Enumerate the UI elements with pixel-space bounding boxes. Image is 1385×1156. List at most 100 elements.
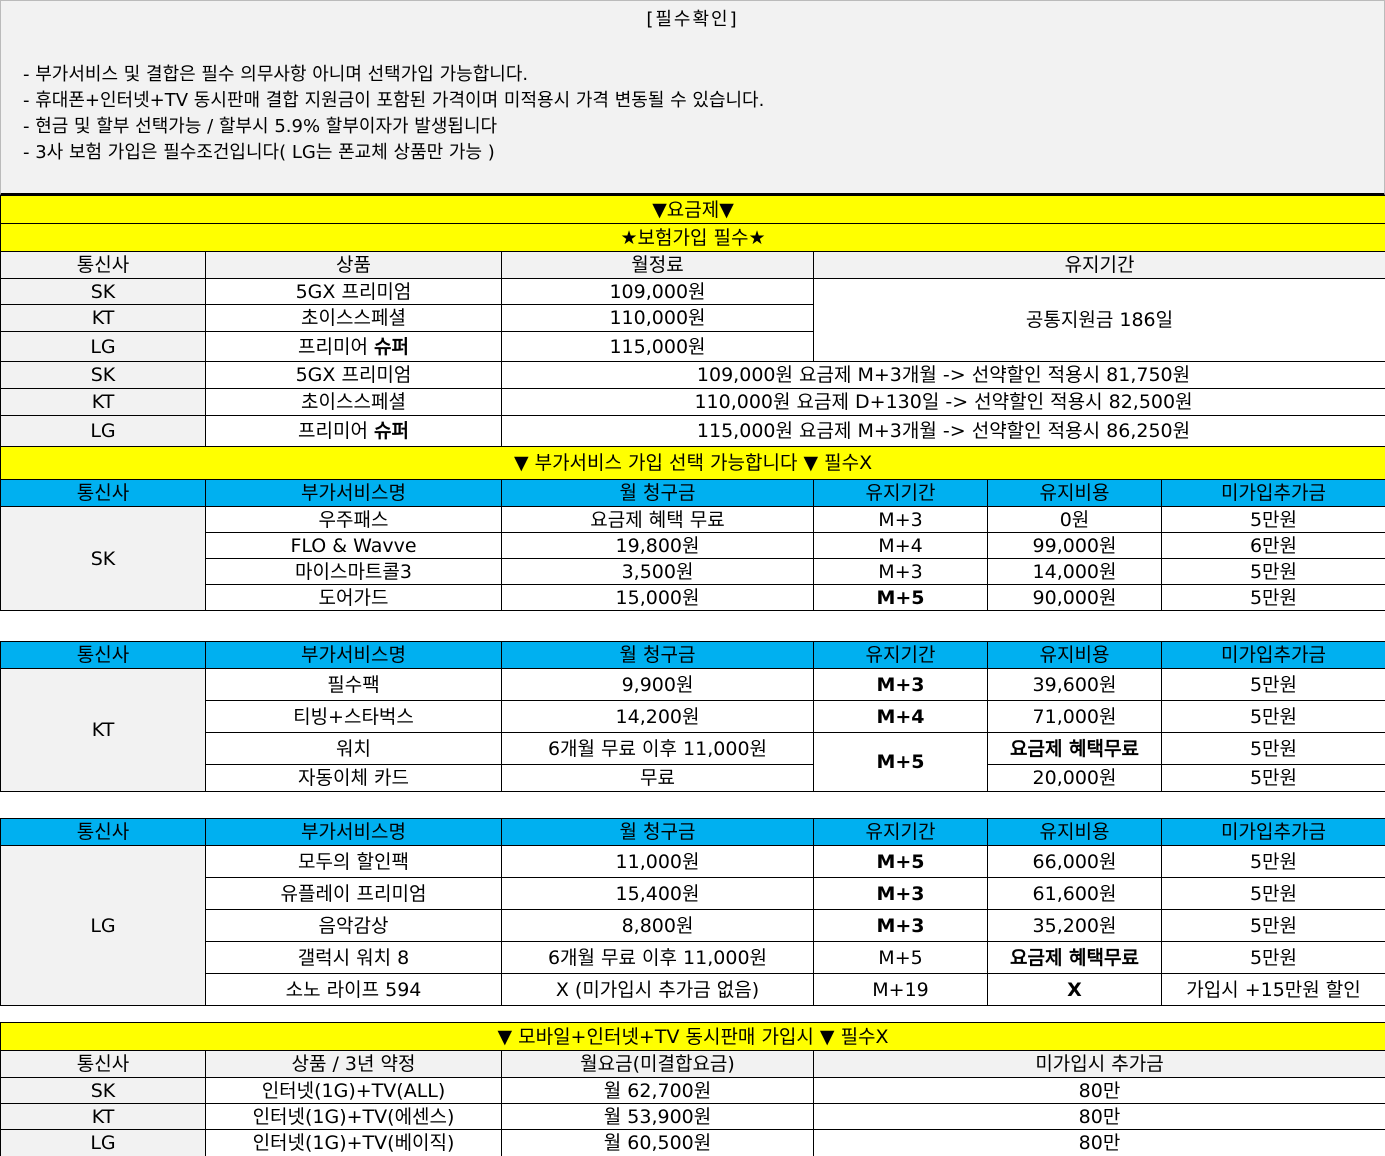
monthly-cell: 3,500원 [501,558,814,585]
addon-name-cell: 음악감상 [205,909,502,942]
header-cell: 미가입추가금 [1161,479,1385,507]
monthly-cell: 8,800원 [501,909,814,942]
header-cell: 통신사 [0,641,206,669]
header-cell: 부가서비스명 [205,641,502,669]
header-cell: 월요금(미결합요금) [501,1050,814,1078]
extra-cell: 5만원 [1161,558,1385,585]
addon-name-cell: 필수팩 [205,668,502,701]
carrier-cell: SK [0,361,206,389]
plan-table: ▼요금제▼ ★보험가입 필수★ 통신사 상품 월정료 유지기간 SK 5GX 프… [0,195,1385,480]
header-cell: 통신사 [0,1050,206,1078]
monthly-cell: 무료 [501,764,814,792]
header-cell: 부가서비스명 [205,479,502,507]
header-cell: 미가입추가금 [1161,818,1385,846]
monthly-cell: 14,200원 [501,700,814,733]
plan-banner: ▼요금제▼ [0,195,1385,224]
period-cell: M+5 [813,584,988,611]
header-cell: 유지기간 [813,818,988,846]
table-row: 음악감상 8,800원 M+3 35,200원 5만원 [1,909,1385,942]
table-row: 도어가드 15,000원 M+5 90,000원 5만원 [1,584,1385,611]
notice-line: - 현금 및 할부 선택가능 / 할부시 5.9% 할부이자가 발생됩니다 [23,116,498,137]
product-cell: 초이스스페셜 [205,304,502,332]
table-row: SK 우주패스 요금제 혜택 무료 M+3 0원 5만원 [0,506,1385,611]
support-period-cell: 공통지원금 186일 [812,278,1385,362]
header-cell: 미가입추가금 [1161,641,1385,669]
monthly-cell: 9,900원 [501,668,814,701]
header-cell: 통신사 [0,818,206,846]
extra-cell: 5만원 [1161,506,1385,533]
extra-cell: 80만 [812,1103,1385,1130]
addon-name-cell: 도어가드 [205,584,502,611]
table-row: FLO & Wavve 19,800원 M+4 99,000원 6만원 [1,532,1385,559]
product-cell: 초이스스페셜 [205,388,502,416]
monthly-cell: 19,800원 [501,532,814,559]
period-cell: M+4 [813,700,988,733]
monthly-cell: X (미가입시 추가금 없음) [501,973,814,1006]
table-row: KT 필수팩 9,900원 M+3 39,600원 5만원 [0,668,1385,792]
header-cell: 월 청구금 [501,818,814,846]
sk-addon-table: 통신사 부가서비스명 월 청구금 유지기간 유지비용 미가입추가금 SK 우주패스 요금제 혜택… [0,479,1385,611]
table-row: 소노 라이프 594 X (미가입시 추가금 없음) M+19 X 가입시 +15만원 … [1,973,1385,1006]
notice-title: [필수확인] [646,9,739,30]
addon-name-cell: 모두의 할인팩 [205,845,502,878]
notice-line: - 부가서비스 및 결합은 필수 의무사항 아니며 선택가입 가능합니다. [23,64,529,85]
cost-cell: 39,600원 [987,668,1162,701]
fee-cell: 109,000원 [501,278,814,305]
table-row: 자동이체 카드 무료 20,000원 5만원 [1,764,1385,792]
cost-cell: 61,600원 [987,877,1162,910]
product-cell: 인터넷(1G)+TV(에센스) [205,1103,502,1130]
cost-cell: X [987,973,1162,1006]
discount-cell: 109,000원 요금제 M+3개월 -> 선약할인 적용시 81,750원 [500,361,1385,389]
fee-cell: 115,000원 [501,331,814,362]
table-row: 갤럭시 워치 8 6개월 무료 이후 11,000원 M+5 요금제 혜택무료 5만원 [1,941,1385,974]
product-cell: 프리미어 슈퍼 [205,415,502,447]
period-cell: M+3 [813,558,988,585]
header-cell: 부가서비스명 [205,818,502,846]
period-cell: M+5 [813,845,988,878]
monthly-cell: 월 53,900원 [501,1103,814,1130]
header-cell: 상품 [205,251,502,279]
addon-name-cell: 소노 라이프 594 [205,973,502,1006]
cost-cell: 66,000원 [987,845,1162,878]
discount-cell: 115,000원 요금제 M+3개월 -> 선약할인 적용시 86,250원 [500,415,1385,447]
addon-banner: ▼ 부가서비스 가입 선택 가능합니다 ▼ 필수X [0,446,1385,480]
period-cell: M+5 [813,732,988,792]
carrier-cell: KT [0,388,206,416]
cost-cell: 요금제 혜택무료 [987,941,1162,974]
carrier-cell: SK [0,278,206,305]
cost-cell: 0원 [987,506,1162,533]
carrier-cell: LG [0,1129,206,1156]
header-cell: 유지비용 [987,641,1162,669]
addon-name-cell: 마이스마트콜3 [205,558,502,585]
bundle-banner: ▼ 모바일+인터넷+TV 동시판매 가입시 ▼ 필수X [0,1022,1385,1051]
kt-addon-table: 통신사 부가서비스명 월 청구금 유지기간 유지비용 미가입추가금 KT 필수팩 9,900원 M… [0,641,1385,792]
bundle-table: ▼ 모바일+인터넷+TV 동시판매 가입시 ▼ 필수X 통신사 상품 / 3년 … [0,1022,1385,1156]
carrier-cell: KT [0,304,206,332]
header-cell: 월 청구금 [501,641,814,669]
addon-name-cell: 갤럭시 워치 8 [205,941,502,974]
product-cell: 인터넷(1G)+TV(ALL) [205,1077,502,1104]
carrier-cell: LG [0,845,206,1006]
monthly-cell: 요금제 혜택 무료 [501,506,814,533]
carrier-cell: LG [0,415,206,447]
header-cell: 유지비용 [987,818,1162,846]
monthly-cell: 15,000원 [501,584,814,611]
monthly-cell: 6개월 무료 이후 11,000원 [501,941,814,974]
extra-cell: 5만원 [1161,584,1385,611]
addon-name-cell: 티빙+스타벅스 [205,700,502,733]
table-row: 유플레이 프리미엄 15,400원 M+3 61,600원 5만원 [1,877,1385,910]
discount-cell: 110,000원 요금제 D+130일 -> 선약할인 적용시 82,500원 [500,388,1385,416]
table-row: 워치 6개월 무료 이후 11,000원 M+5 요금제 혜택무료 5만원 [1,732,1385,792]
lg-addon-table: 통신사 부가서비스명 월 청구금 유지기간 유지비용 미가입추가금 LG 모두의 할인팩 11,… [0,818,1385,1006]
extra-cell: 가입시 +15만원 할인 [1161,973,1385,1006]
extra-cell: 5만원 [1161,845,1385,878]
header-cell: 유지비용 [987,479,1162,507]
period-cell: M+3 [813,506,988,533]
carrier-cell: LG [0,331,206,362]
header-cell: 미가입시 추가금 [812,1050,1385,1078]
product-cell: 5GX 프리미엄 [205,278,502,305]
extra-cell: 6만원 [1161,532,1385,559]
cost-cell: 14,000원 [987,558,1162,585]
period-cell: M+19 [813,973,988,1006]
notice-line: - 휴대폰+인터넷+TV 동시판매 결합 지원금이 포함된 가격이며 미적용시 … [23,90,765,111]
